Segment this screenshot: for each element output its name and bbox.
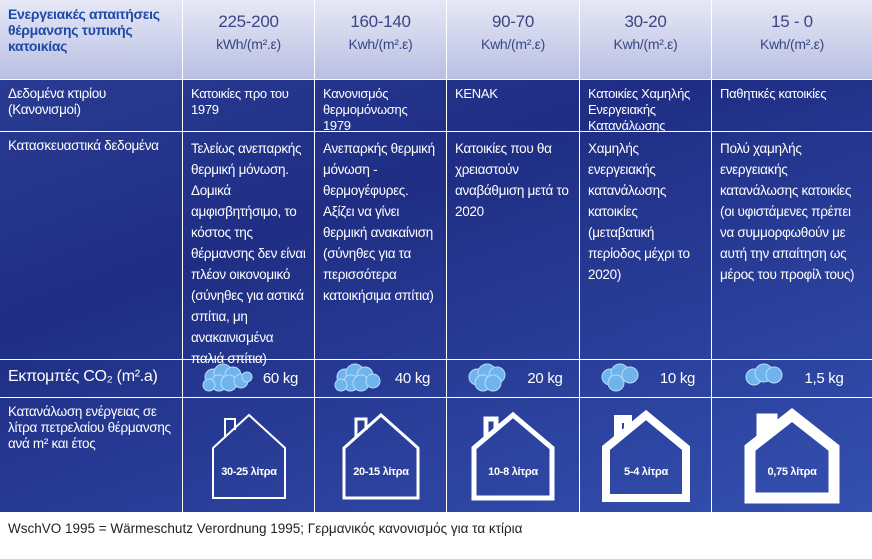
co2-value: 60 kg xyxy=(262,369,299,387)
cloud-puff xyxy=(365,373,381,388)
column-header: 90-70 Kwh/(m².ε) xyxy=(447,0,580,80)
house-cell: 0,75 λίτρα xyxy=(712,398,872,513)
building-type: Κατοικίες Χαμηλής Ενεργειακής Κατανάλωση… xyxy=(580,80,712,133)
house-outline xyxy=(744,407,840,503)
co2-cell: 1,5 kg xyxy=(712,360,872,398)
building-type: Κανονισμός θερμομόνωσης 1979 xyxy=(315,80,447,133)
house-icon: 5-4 λίτρα xyxy=(601,409,690,502)
unit: kWh/(m².ε) xyxy=(216,36,281,52)
description: Κατοικίες που θα χρειαστούν αναβάθμιση μ… xyxy=(447,132,580,360)
house-icon: 30-25 λίτρα xyxy=(211,413,286,499)
column-header: 30-20 Kwh/(m².ε) xyxy=(580,0,712,80)
cloud-puff xyxy=(621,366,639,383)
house-outline xyxy=(471,411,555,500)
cloud-puff xyxy=(241,371,253,382)
building-type: Κατοικίες προ του 1979 xyxy=(183,80,315,132)
house-cell: 10-8 λίτρα xyxy=(447,398,580,513)
unit: Kwh/(m².ε) xyxy=(613,36,678,52)
description: Τελείως ανεπαρκής θερμική μόνωση. Δομικά… xyxy=(183,132,315,366)
building-type: ΚΕΝΑΚ xyxy=(447,80,580,132)
column-header: 225-200 kWh/(m².ε) xyxy=(183,0,315,80)
cloud-puff xyxy=(484,374,502,391)
house-label: 0,75 λίτρα xyxy=(767,466,817,478)
cloud-puff xyxy=(607,374,625,391)
house-outline xyxy=(601,409,690,502)
unit: Kwh/(m².ε) xyxy=(481,36,545,52)
description: Πολύ χαμηλής ενεργειακής κατανάλωσης κατ… xyxy=(712,132,872,360)
house-label: 20-15 λίτρα xyxy=(353,466,409,478)
range: 160-140 xyxy=(350,12,411,31)
co2-value: 20 kg xyxy=(527,369,563,387)
cloud-icon xyxy=(334,363,381,391)
house-cell: 30-25 λίτρα xyxy=(183,398,315,513)
co2-value: 10 kg xyxy=(659,369,696,387)
row-label: Εκπομπές CO₂ (m².a) xyxy=(0,360,183,398)
cloud-icon xyxy=(745,363,783,385)
house-icon: 0,75 λίτρα xyxy=(744,407,840,503)
house-outline xyxy=(342,412,419,499)
range: 30-20 xyxy=(624,12,667,31)
co2-value: 1,5 kg xyxy=(804,369,844,387)
house-label: 30-25 λίτρα xyxy=(221,466,277,478)
range: 90-70 xyxy=(492,12,534,31)
co2-cell: 10 kg xyxy=(580,360,712,398)
column-header: 160-140 Kwh/(m².ε) xyxy=(315,0,447,80)
unit: Kwh/(m².ε) xyxy=(348,36,413,52)
house-icon: 20-15 λίτρα xyxy=(342,412,419,499)
footnote: WschVO 1995 = Wärmeschutz Verordnung 199… xyxy=(8,521,523,536)
cloud-icon xyxy=(468,363,506,391)
co2-cell: 40 kg xyxy=(315,360,447,398)
description: Χαμηλής ενεργειακής κατανάλωσης κατοικίε… xyxy=(580,132,712,360)
cloud-icon xyxy=(601,363,639,391)
cloud-puff xyxy=(202,378,216,391)
co2-value: 40 kg xyxy=(394,369,431,387)
building-type: Παθητικές κατοικίες xyxy=(712,80,872,132)
energy-table: Ενεργειακές απαιτήσεις θέρμανσης τυπικής… xyxy=(0,0,872,513)
description: Ανεπαρκής θερμική μόνωση - θερμογέφυρες.… xyxy=(315,132,447,360)
corner-header: Ενεργειακές απαιτήσεις θέρμανσης τυπικής… xyxy=(0,0,183,80)
co2-cell: 60 kg xyxy=(183,360,315,398)
unit: Kwh/(m².ε) xyxy=(760,36,824,52)
row-label: Κατασκευαστικά δεδομένα xyxy=(0,132,183,360)
cloud-icon xyxy=(202,363,253,391)
cloud-puff xyxy=(765,366,783,383)
house-cell: 5-4 λίτρα xyxy=(580,398,712,513)
house-outline xyxy=(211,413,286,499)
house-icon: 10-8 λίτρα xyxy=(471,411,555,500)
range: 15 - 0 xyxy=(771,12,813,31)
house-cell: 20-15 λίτρα xyxy=(315,398,447,513)
house-label: 5-4 λίτρα xyxy=(624,466,668,478)
row-label: Δεδομένα κτιρίου (Κανονισμοί) xyxy=(0,80,183,132)
range: 225-200 xyxy=(218,12,279,31)
co2-cell: 20 kg xyxy=(447,360,580,398)
house-label: 10-8 λίτρα xyxy=(488,466,538,478)
row-label: Κατανάλωση ενέργειας σε λίτρα πετρελαίου… xyxy=(0,398,183,513)
column-header: 15 - 0 Kwh/(m².ε) xyxy=(712,0,872,80)
cloud-puff xyxy=(334,378,348,391)
